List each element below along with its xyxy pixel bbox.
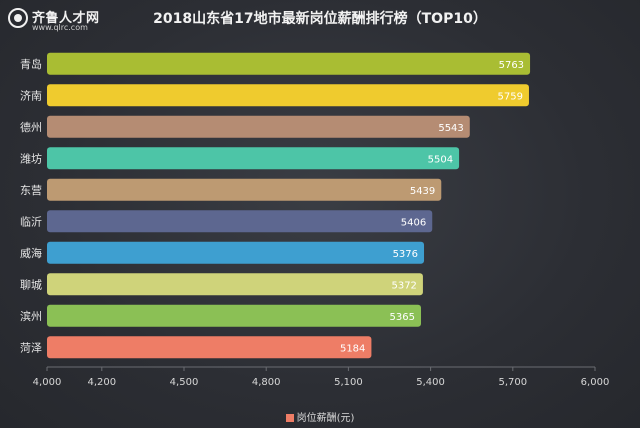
category-label: 临沂 xyxy=(20,214,42,228)
bar-8 xyxy=(47,273,423,296)
x-tick-label: 4,200 xyxy=(87,377,116,388)
bar-4 xyxy=(47,147,460,170)
category-label: 青岛 xyxy=(20,57,42,71)
data-label: 5543 xyxy=(438,123,463,134)
data-label: 5439 xyxy=(410,186,435,197)
x-tick-label: 5,100 xyxy=(334,377,363,388)
logo-icon xyxy=(8,8,28,28)
bar-7 xyxy=(47,241,425,264)
category-label: 聊城 xyxy=(20,277,42,291)
category-label: 滨州 xyxy=(20,309,42,323)
data-label: 5372 xyxy=(391,280,416,291)
x-tick-label: 5,400 xyxy=(416,377,445,388)
legend-label: 岗位薪酬(元) xyxy=(296,413,355,424)
bar-5 xyxy=(47,178,442,201)
legend-swatch xyxy=(285,414,294,422)
category-label: 威海 xyxy=(20,246,42,260)
bar-6 xyxy=(47,210,433,233)
bar-9 xyxy=(47,304,422,327)
data-label: 5759 xyxy=(498,91,523,102)
logo-url: www.qlrc.com xyxy=(32,23,88,32)
bar-1 xyxy=(47,52,531,75)
category-label: 菏泽 xyxy=(20,341,42,354)
chart-title: 2018山东省17地市最新岗位薪酬排行榜（TOP10） xyxy=(153,11,487,27)
bar-10 xyxy=(47,336,372,359)
qlrc-logo: 齐鲁人才网 www.qlrc.com xyxy=(8,6,118,36)
category-label: 济南 xyxy=(20,88,42,102)
data-label: 5365 xyxy=(390,312,415,323)
data-label: 5184 xyxy=(340,343,365,354)
data-label: 5376 xyxy=(393,249,418,260)
bar-3 xyxy=(47,115,470,138)
category-label: 德州 xyxy=(20,120,42,134)
bar-2 xyxy=(47,84,529,107)
bars-group: 青岛 5763 济南 5759 德州 5543 潍坊 5504 东营 5439 临沂 5406 威海 53… xyxy=(20,52,531,359)
x-tick-label: 5,700 xyxy=(498,377,527,388)
x-axis: 4,000 4,200 4,500 4,800 5,100 5,400 5,700 6,000 xyxy=(33,366,610,388)
category-label: 东营 xyxy=(20,183,42,197)
data-label: 5504 xyxy=(428,154,453,165)
data-label: 5763 xyxy=(499,60,524,71)
x-tick-label: 6,000 xyxy=(581,377,610,388)
data-label: 5406 xyxy=(401,217,426,228)
x-tick-label: 4,800 xyxy=(252,377,281,388)
category-label: 潍坊 xyxy=(20,151,42,165)
legend: 岗位薪酬(元) xyxy=(0,409,640,424)
x-tick-label: 4,500 xyxy=(170,377,199,388)
x-tick-label: 4,000 xyxy=(33,377,62,388)
logo-name: 齐鲁人才网 xyxy=(32,11,100,26)
